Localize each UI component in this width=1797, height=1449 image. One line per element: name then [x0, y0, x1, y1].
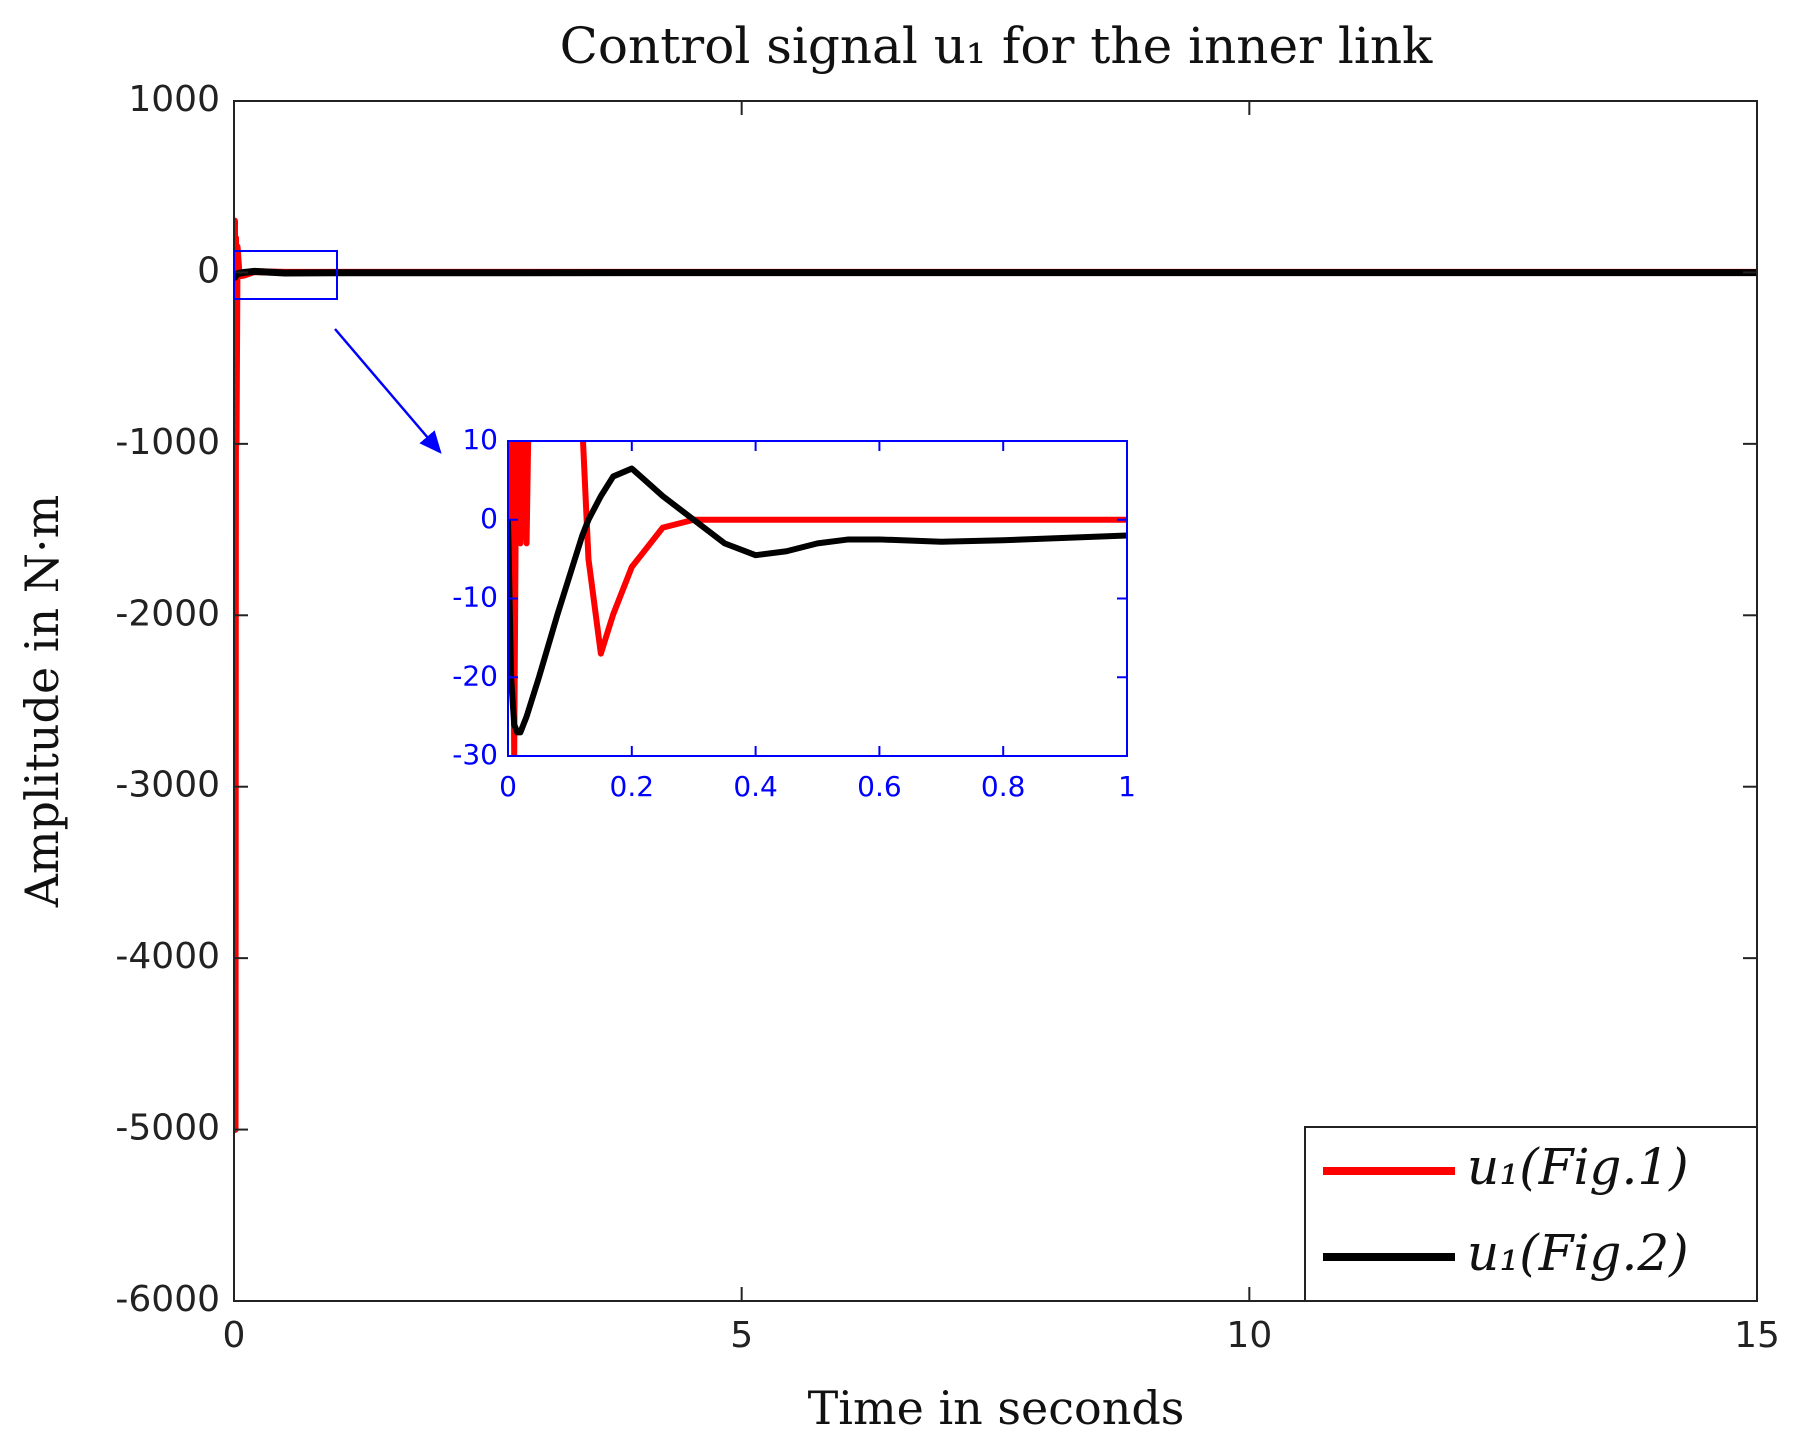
x-tick-label: 0.2 — [610, 770, 655, 803]
y-tick-label: 0 — [197, 250, 220, 291]
series-line — [508, 465, 1127, 736]
y-tick-label: -30 — [452, 738, 498, 771]
inset-axes: 0 0.2 0.4 0.6 0.8 1 -30 -20 -10 0 10 — [452, 423, 1136, 803]
chart-title: Control signal u₁ for the inner link — [560, 17, 1433, 75]
y-tick-label: -10 — [452, 581, 498, 614]
x-tick-label: 0.8 — [981, 770, 1026, 803]
zoom-arrow — [334, 328, 442, 454]
x-tick-label: 0.4 — [733, 770, 778, 803]
y-axis-label: Amplitude in N·m — [15, 495, 69, 909]
legend-box — [1304, 1126, 1758, 1302]
y-tick-label: -3000 — [115, 765, 220, 806]
y-tick-label: -6000 — [115, 1279, 220, 1320]
x-axis-label: Time in seconds — [808, 1381, 1185, 1435]
zoom-box — [233, 250, 338, 300]
inset-area — [508, 441, 1127, 756]
series-group — [508, 441, 1127, 756]
main-axes: 0 5 10 15-6000-5000-4000-3000-2000-10000100… — [115, 79, 1780, 1356]
y-tick-label: 0 — [480, 502, 498, 535]
x-tick-label: 0 — [499, 770, 517, 803]
axes-box — [233, 100, 1758, 1302]
y-tick-label: -20 — [452, 659, 498, 692]
legend: u₁(Fig.1) u₁(Fig.2) — [1304, 1126, 1758, 1302]
series-line — [508, 441, 1127, 756]
x-tick-label: 15 — [1734, 1315, 1780, 1356]
y-tick-label: -2000 — [115, 593, 220, 634]
x-tick-label: 1 — [1118, 770, 1136, 803]
y-tick-label: -4000 — [115, 936, 220, 977]
x-tick-label: 10 — [1226, 1315, 1272, 1356]
x-tick-label: 5 — [730, 1315, 753, 1356]
legend-label: u₁(Fig.1) — [1467, 1138, 1689, 1196]
y-tick-label: -5000 — [115, 1108, 220, 1149]
y-tick-label: 1000 — [128, 79, 220, 120]
x-tick-label: 0.6 — [857, 770, 902, 803]
y-tick-label: -1000 — [115, 422, 220, 463]
y-tick-label: 10 — [462, 423, 498, 456]
legend-label: u₁(Fig.2) — [1467, 1224, 1689, 1282]
x-tick-label: 0 — [223, 1315, 246, 1356]
